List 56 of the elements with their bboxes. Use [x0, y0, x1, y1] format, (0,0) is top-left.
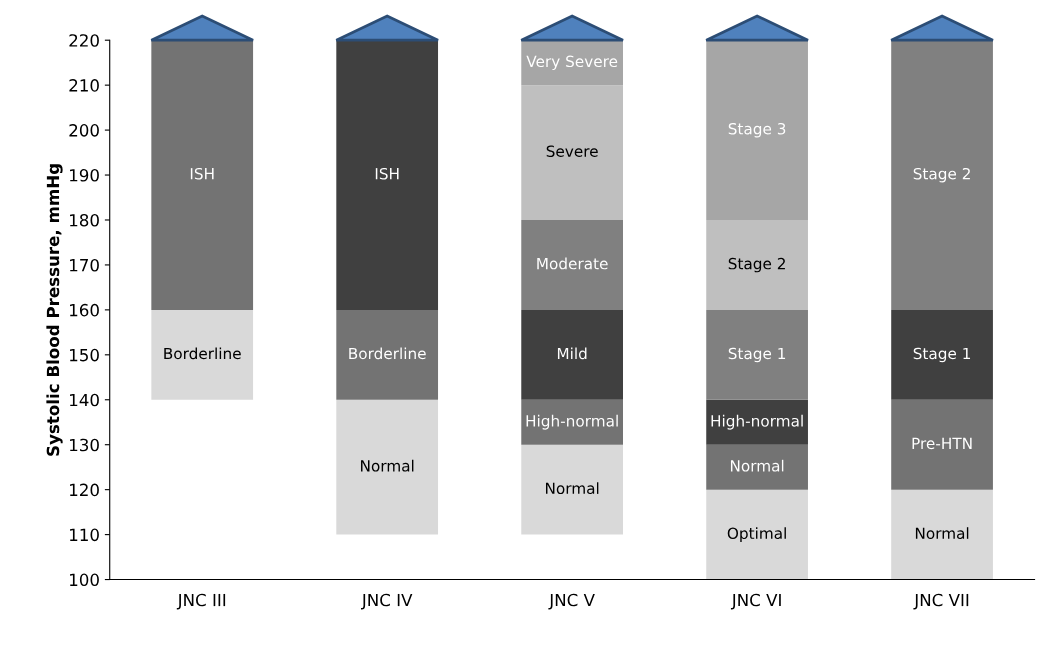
- data-label: Stage 1: [913, 347, 971, 363]
- y-tick-label: 120: [70, 483, 99, 497]
- bar: [521, 309, 623, 400]
- data-label: Normal: [915, 527, 969, 540]
- y-tick-label: 150: [70, 348, 99, 362]
- y-tick-label: 220: [69, 34, 99, 47]
- y-tick-label: 190: [70, 169, 99, 182]
- bar: [891, 489, 993, 580]
- bar: [891, 309, 993, 400]
- x-tick-label: JNC VI: [730, 593, 781, 610]
- x-tick-label: JNC IV: [360, 593, 413, 610]
- data-label: Borderline: [349, 347, 426, 360]
- data-label: Stage 1: [728, 347, 786, 363]
- data-label: Normal: [546, 482, 599, 495]
- data-label: ISH: [190, 167, 214, 180]
- y-tick-label: 100: [70, 573, 99, 587]
- bar: [151, 309, 254, 400]
- bar: [706, 309, 808, 400]
- data-label: Very Severe: [526, 55, 618, 71]
- bar: [521, 399, 623, 445]
- data-label: Stage 2: [913, 167, 970, 183]
- data-label: Optimal: [727, 527, 786, 542]
- bar: [521, 444, 623, 535]
- y-tick-label: 110: [70, 528, 99, 542]
- bar: [706, 444, 808, 490]
- data-label: Moderate: [537, 257, 608, 270]
- bar: [706, 399, 808, 445]
- y-tick-label: 170: [70, 258, 99, 272]
- x-tick-label: JNC V: [548, 593, 595, 610]
- y-tick-label: 180: [70, 213, 99, 227]
- data-label: Pre-HTN: [912, 437, 972, 450]
- y-tick-label: 130: [70, 438, 99, 452]
- bar: [336, 399, 439, 535]
- data-label: Mild: [557, 347, 587, 360]
- data-label: High-normal: [711, 414, 803, 430]
- bar: [706, 489, 808, 580]
- data-label: Borderline: [164, 347, 241, 360]
- data-label: Normal: [730, 459, 784, 472]
- y-tick-label: 140: [70, 393, 99, 407]
- bar: [521, 85, 623, 220]
- bar: [706, 219, 808, 310]
- data-label: Stage 3: [728, 122, 786, 138]
- bar: [891, 399, 993, 490]
- y-tick-label: 160: [70, 303, 99, 317]
- y-tick-label: 210: [69, 79, 99, 92]
- data-label: Severe: [546, 145, 598, 157]
- data-label: ISH: [375, 167, 399, 180]
- bar: [521, 219, 623, 310]
- data-label: Normal: [361, 459, 414, 472]
- data-label: High-normal: [526, 414, 618, 430]
- x-tick-label: JNC III: [176, 593, 226, 610]
- y-axis-title: Systolic Blood Pressure, mmHg: [46, 164, 63, 456]
- data-label: Stage 2: [728, 257, 785, 273]
- x-tick-label: JNC VII: [913, 593, 969, 610]
- bar: [336, 309, 439, 400]
- y-tick-label: 200: [69, 124, 99, 137]
